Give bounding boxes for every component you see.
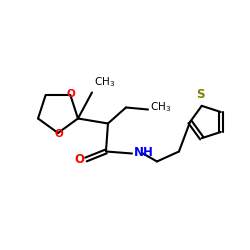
Text: CH$_3$: CH$_3$ (150, 100, 171, 114)
Text: O: O (67, 89, 76, 99)
Text: O: O (74, 153, 84, 166)
Text: S: S (196, 88, 205, 101)
Text: NH: NH (134, 146, 154, 159)
Text: CH$_3$: CH$_3$ (94, 76, 115, 90)
Text: O: O (54, 129, 64, 139)
